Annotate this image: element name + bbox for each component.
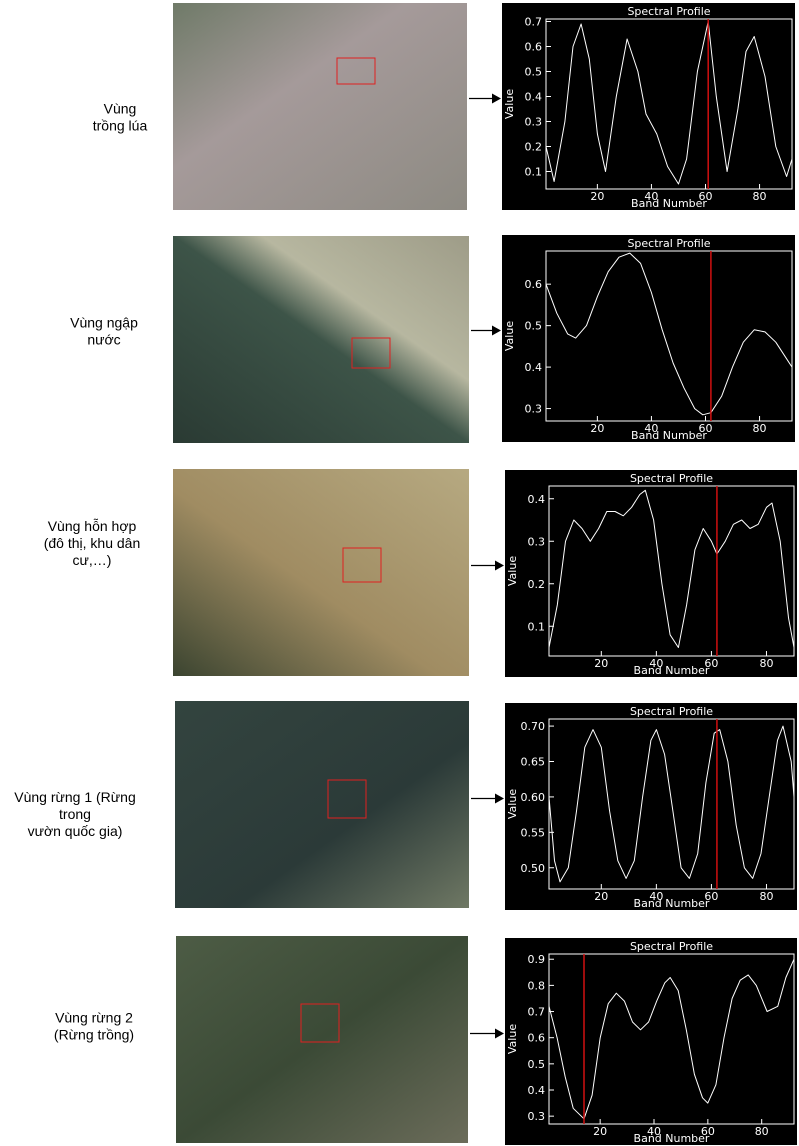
row-label: (đô thị, khu dân [44,535,141,551]
x-tick-label: 80 [759,890,773,903]
chart-title: Spectral Profile [627,5,710,18]
row-label: Vùng rừng 2 [55,1010,133,1026]
y-axis-label: Value [506,556,519,586]
x-tick-label: 40 [649,890,663,903]
x-tick-label: 40 [644,190,658,203]
y-tick-label: 0.1 [525,166,543,179]
y-axis-label: Value [506,789,519,819]
y-tick-label: 0.6 [525,278,543,291]
x-tick-label: 40 [647,1125,661,1138]
chart-title: Spectral Profile [630,705,713,718]
x-tick-label: 60 [704,890,718,903]
y-tick-label: 0.4 [528,1084,546,1097]
y-tick-label: 0.3 [525,116,543,129]
row-label: cư,…) [73,552,112,568]
x-axis-label: Band Number [631,429,707,442]
y-tick-label: 0.2 [525,141,543,154]
y-tick-label: 0.9 [528,953,546,966]
y-tick-label: 0.8 [528,979,546,992]
x-axis-label: Band Number [634,1132,710,1145]
y-tick-label: 0.70 [521,720,546,733]
x-tick-label: 40 [649,657,663,670]
satellite-image [173,469,469,676]
satellite-image [175,701,469,908]
x-axis-label: Band Number [631,197,707,210]
row-label: trồng lúa [93,118,148,134]
x-axis-label: Band Number [634,897,710,910]
y-tick-label: 0.5 [525,66,543,79]
x-tick-label: 60 [698,422,712,435]
y-tick-label: 0.4 [525,91,543,104]
x-tick-label: 80 [753,190,767,203]
satellite-image [173,3,467,210]
row-label: nước [87,332,120,348]
row-label: (Rừng trồng) [54,1027,134,1043]
row-label: trong [59,806,91,822]
y-tick-label: 0.2 [528,578,546,591]
row-label: Vùng ngập [70,315,138,331]
x-tick-label: 20 [594,890,608,903]
satellite-image [173,236,469,443]
y-axis-label: Value [506,1024,519,1054]
arrow-head [495,1029,504,1039]
y-tick-label: 0.6 [525,41,543,54]
y-tick-label: 0.4 [525,361,543,374]
y-tick-label: 0.50 [521,862,546,875]
y-tick-label: 0.65 [521,756,546,769]
x-tick-label: 80 [753,422,767,435]
figure: Vùngtrồng lúa Spectral Profile Band Number… [0,0,799,1146]
arrow-head [495,561,504,571]
y-axis-label: Value [503,89,516,119]
row-label: Vùng [104,101,137,117]
row-label: Vùng rừng 1 (Rừng [14,789,135,805]
row-label: Vùng hỗn hợp [48,518,137,534]
y-tick-label: 0.60 [521,791,546,804]
y-tick-label: 0.5 [525,320,543,333]
x-tick-label: 60 [701,1125,715,1138]
x-tick-label: 20 [590,190,604,203]
y-tick-label: 0.3 [525,403,543,416]
x-tick-label: 40 [644,422,658,435]
y-tick-label: 0.4 [528,493,546,506]
y-tick-label: 0.1 [528,620,546,633]
chart-title: Spectral Profile [627,237,710,250]
x-tick-label: 80 [755,1125,769,1138]
y-tick-label: 0.6 [528,1032,546,1045]
arrow-head [492,94,501,104]
y-tick-label: 0.7 [525,16,543,29]
arrow-head [492,326,501,336]
x-axis-label: Band Number [634,664,710,677]
y-tick-label: 0.55 [521,826,546,839]
row-label: vườn quốc gia) [28,823,123,839]
x-tick-label: 60 [698,190,712,203]
y-tick-label: 0.7 [528,1006,546,1019]
y-axis-label: Value [503,321,516,351]
x-tick-label: 20 [593,1125,607,1138]
x-tick-label: 20 [590,422,604,435]
arrow-head [495,794,504,804]
x-tick-label: 60 [704,657,718,670]
page: Vùngtrồng lúa Spectral Profile Band Number… [0,0,799,1146]
x-tick-label: 80 [759,657,773,670]
chart-title: Spectral Profile [630,472,713,485]
satellite-image [176,936,468,1143]
y-tick-label: 0.3 [528,1110,546,1123]
y-tick-label: 0.5 [528,1058,546,1071]
y-tick-label: 0.3 [528,535,546,548]
x-tick-label: 20 [594,657,608,670]
chart-title: Spectral Profile [630,940,713,953]
